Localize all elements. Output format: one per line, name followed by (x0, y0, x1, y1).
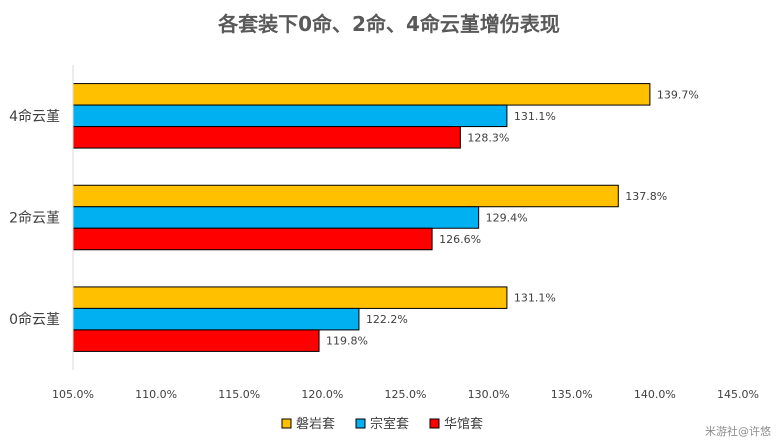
x-axis: 105.0% 110.0% 115.0% 120.0% 125.0% 130.0% 135.… (52, 65, 759, 401)
bar-0-0 (72, 329, 320, 352)
category-label: 0命云堇 (9, 311, 60, 328)
x-tick-label: 145.0% (717, 388, 759, 401)
x-tick-label: 125.0% (385, 388, 427, 401)
legend-label: 华馆套 (444, 416, 483, 432)
x-tick-label: 130.0% (468, 388, 510, 401)
x-tick-label: 140.0% (634, 388, 676, 401)
bar-2-0 (72, 126, 461, 149)
bars-group: 0命云堇 131.1% 122.2% 119.8% 2命云堇 137.8% 129.4% 12… (9, 83, 699, 352)
data-label: 122.2% (366, 313, 408, 326)
category-label: 4命云堇 (9, 108, 60, 125)
bar-2-1 (72, 104, 508, 128)
bar-1-0 (72, 227, 433, 251)
bar-0-2 (72, 286, 508, 309)
legend-label: 宗室套 (370, 416, 409, 432)
x-tick-label: 115.0% (218, 388, 260, 401)
data-label: 126.6% (439, 233, 481, 246)
x-tick-label: 105.0% (52, 388, 94, 401)
chart-title: 各套装下0命、2命、4命云堇增伤表现 (217, 12, 560, 36)
watermark: 米游社@许悠 (705, 424, 771, 438)
legend-swatch (429, 418, 440, 429)
bar-0-1 (72, 307, 360, 331)
data-label: 131.1% (514, 292, 556, 305)
data-label: 131.1% (514, 110, 556, 123)
bar-2-2 (72, 83, 651, 106)
category-label: 2命云堇 (9, 210, 60, 227)
x-tick-label: 120.0% (301, 388, 343, 401)
legend: 磐岩套 宗室套 华馆套 (281, 416, 483, 432)
legend-swatch (281, 418, 292, 429)
data-label: 137.8% (625, 190, 667, 203)
bar-1-2 (72, 184, 619, 208)
x-tick-label: 135.0% (551, 388, 593, 401)
data-label: 128.3% (467, 131, 509, 144)
data-label: 129.4% (486, 212, 528, 225)
legend-label: 磐岩套 (296, 416, 335, 432)
data-label: 139.7% (657, 88, 699, 101)
legend-swatch (355, 418, 366, 429)
bar-1-1 (72, 206, 480, 229)
data-label: 119.8% (326, 335, 368, 348)
x-tick-label: 110.0% (135, 388, 177, 401)
